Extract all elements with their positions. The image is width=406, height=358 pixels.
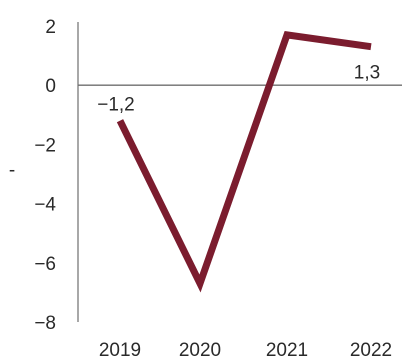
data-label: 1,3 — [354, 63, 380, 84]
x-tick-label: 2022 — [350, 340, 392, 358]
y-axis-ticks: 2 0 −2 −4 −6 −8 — [34, 17, 56, 334]
x-tick-label: 2021 — [266, 340, 308, 358]
y-axis-label: - — [9, 160, 15, 181]
data-labels: −1,2 1,3 — [97, 63, 380, 116]
x-tick-label: 2020 — [179, 340, 221, 358]
x-tick-label: 2019 — [99, 340, 141, 358]
x-axis-ticks: 2019 2020 2021 2022 — [99, 340, 392, 358]
y-tick-label: −8 — [34, 313, 56, 334]
y-tick-label: −6 — [34, 254, 56, 275]
data-label: −1,2 — [97, 95, 135, 116]
series-group — [116, 31, 372, 293]
y-tick-label: 0 — [45, 76, 56, 97]
y-tick-label: −4 — [34, 195, 56, 216]
series-line — [116, 31, 372, 293]
y-tick-label: 2 — [45, 17, 56, 38]
y-tick-label: −2 — [34, 135, 56, 156]
